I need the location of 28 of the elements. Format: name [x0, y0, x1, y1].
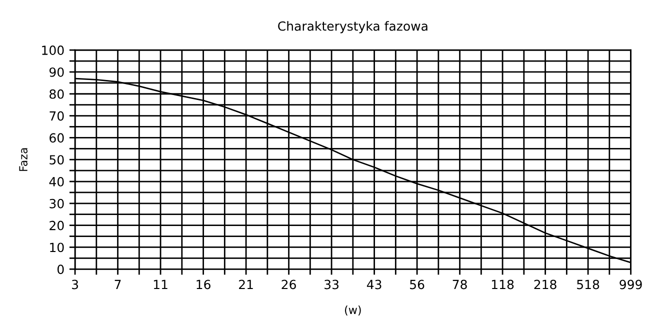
y-tick-label: 20 — [50, 220, 64, 230]
x-axis-title: (w) — [344, 306, 361, 316]
x-tick-label: 7 — [114, 280, 121, 290]
y-tick-label: 50 — [50, 155, 64, 165]
x-tick-label: 3 — [72, 280, 78, 290]
x-tick-label: 33 — [324, 280, 338, 290]
x-tick-label: 78 — [452, 280, 467, 290]
y-tick-label: 70 — [50, 111, 64, 121]
x-tick-label: 518 — [577, 280, 600, 290]
x-tick-label: 56 — [410, 280, 424, 290]
x-tick-label: 43 — [366, 280, 382, 290]
x-tick-label: 118 — [492, 280, 514, 290]
x-tick-label: 21 — [239, 280, 253, 290]
chart-title: Charakterystyka fazowa — [278, 21, 428, 34]
y-tick-label: 10 — [50, 242, 64, 252]
x-tick-label: 16 — [196, 280, 210, 290]
x-tick-label: 11 — [154, 280, 168, 290]
y-tick-label: 60 — [50, 133, 64, 143]
x-tick-label: 218 — [534, 280, 556, 290]
y-tick-label: 100 — [42, 46, 64, 55]
x-tick-label: 999 — [620, 280, 642, 290]
x-tick-label: 26 — [282, 280, 296, 290]
y-tick-label: 30 — [50, 198, 64, 208]
y-axis-title: Faza — [19, 148, 28, 171]
y-tick-label: 0 — [57, 264, 64, 274]
y-tick-label: 90 — [49, 67, 64, 77]
y-tick-label: 40 — [49, 176, 64, 186]
y-tick-label: 80 — [50, 89, 64, 99]
